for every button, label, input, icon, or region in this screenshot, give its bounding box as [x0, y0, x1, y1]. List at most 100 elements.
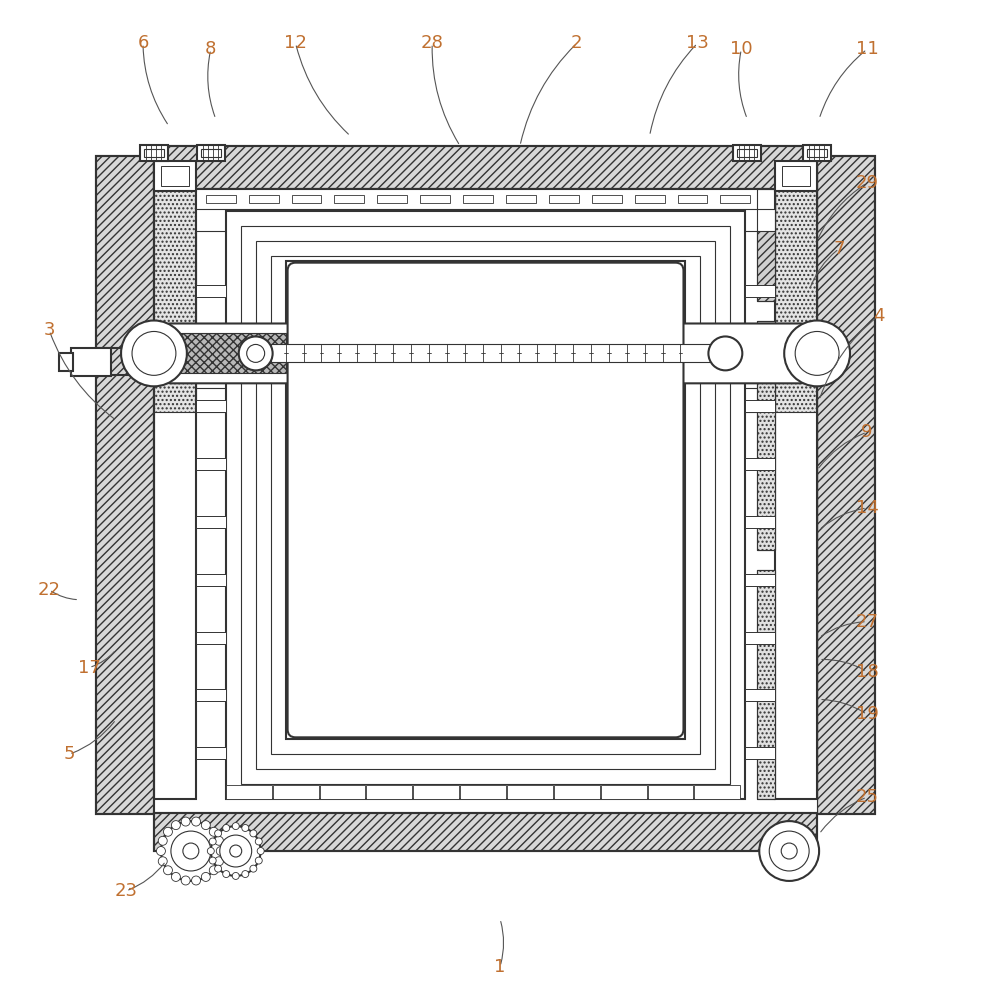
Bar	[548, 195, 578, 203]
Circle shape	[223, 824, 230, 831]
Text: 5: 5	[64, 745, 75, 763]
Circle shape	[215, 865, 222, 872]
Bar	[745, 747, 775, 759]
Bar	[154, 813, 817, 851]
Circle shape	[209, 857, 216, 864]
Bar	[737, 149, 757, 157]
Circle shape	[183, 843, 199, 859]
Bar	[196, 458, 226, 470]
Text: 8: 8	[205, 40, 217, 58]
Circle shape	[157, 847, 166, 856]
Circle shape	[250, 865, 257, 872]
Bar	[71, 348, 111, 376]
Circle shape	[220, 835, 252, 867]
Bar	[591, 195, 621, 203]
Circle shape	[239, 336, 273, 370]
Bar	[775, 189, 817, 799]
Bar	[226, 211, 745, 799]
Circle shape	[217, 847, 225, 856]
Bar	[96, 156, 154, 814]
Text: 27: 27	[855, 613, 878, 631]
Bar	[367, 785, 413, 799]
Circle shape	[215, 836, 224, 845]
Bar	[745, 342, 775, 354]
Bar	[600, 785, 646, 799]
FancyBboxPatch shape	[164, 323, 807, 383]
Bar	[745, 400, 775, 412]
Circle shape	[192, 817, 201, 826]
Text: 4: 4	[873, 307, 885, 325]
Bar	[161, 166, 189, 186]
Bar	[461, 785, 505, 799]
Circle shape	[121, 321, 187, 386]
Bar	[817, 156, 875, 814]
Circle shape	[242, 871, 249, 878]
Bar	[154, 813, 817, 851]
Circle shape	[181, 876, 190, 885]
Bar	[59, 353, 73, 371]
Bar	[196, 516, 226, 528]
Bar	[694, 785, 740, 799]
Bar	[505, 195, 535, 203]
Bar	[201, 149, 221, 157]
Circle shape	[181, 817, 190, 826]
Circle shape	[172, 872, 181, 881]
Text: 1: 1	[495, 958, 505, 976]
Circle shape	[209, 838, 216, 845]
Bar	[757, 570, 775, 799]
Circle shape	[708, 336, 742, 370]
Text: 25: 25	[855, 788, 878, 806]
Bar	[421, 195, 451, 203]
Circle shape	[256, 838, 263, 845]
Bar	[196, 189, 775, 211]
Bar	[506, 785, 552, 799]
Circle shape	[171, 831, 211, 871]
Circle shape	[210, 827, 218, 836]
Bar	[720, 195, 750, 203]
Bar	[197, 145, 225, 161]
Bar	[154, 189, 196, 799]
Bar	[196, 342, 226, 354]
Bar	[144, 149, 164, 157]
Bar	[378, 195, 408, 203]
Circle shape	[202, 872, 211, 881]
Bar	[154, 189, 196, 799]
Circle shape	[164, 827, 173, 836]
Bar	[745, 285, 775, 297]
Bar	[782, 166, 810, 186]
Bar	[196, 209, 775, 231]
Bar	[140, 145, 168, 161]
Circle shape	[781, 843, 797, 859]
Bar	[176, 333, 286, 373]
Circle shape	[257, 848, 264, 855]
Bar	[96, 156, 154, 814]
Text: 28: 28	[421, 34, 444, 52]
Bar	[256, 241, 715, 769]
Bar	[196, 285, 226, 297]
Circle shape	[242, 824, 249, 831]
Bar	[196, 689, 226, 701]
Circle shape	[161, 821, 221, 881]
Text: 18: 18	[855, 663, 878, 681]
Bar	[196, 574, 226, 586]
Text: 22: 22	[38, 581, 61, 599]
Text: 14: 14	[855, 499, 878, 517]
Circle shape	[223, 871, 230, 878]
Circle shape	[158, 857, 167, 866]
Circle shape	[202, 821, 211, 830]
Text: 13: 13	[686, 34, 709, 52]
Circle shape	[256, 857, 263, 864]
Text: 12: 12	[284, 34, 307, 52]
Text: 2: 2	[571, 34, 582, 52]
Text: 11: 11	[855, 40, 878, 58]
Bar	[273, 785, 319, 799]
Text: 9: 9	[861, 423, 873, 441]
Bar	[745, 689, 775, 701]
Bar	[292, 195, 322, 203]
Circle shape	[250, 830, 257, 837]
Circle shape	[769, 831, 809, 871]
Bar	[320, 785, 366, 799]
Bar	[154, 146, 817, 189]
Text: 29: 29	[855, 174, 878, 192]
Text: 17: 17	[78, 659, 101, 677]
